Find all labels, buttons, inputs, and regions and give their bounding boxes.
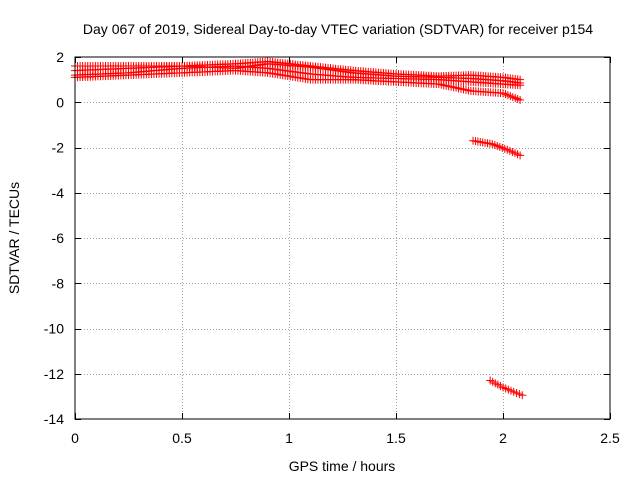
grid-lines — [75, 57, 610, 419]
series-4 — [71, 66, 525, 104]
x-tick-label: 1.5 — [386, 430, 406, 446]
y-tick-label: -8 — [52, 275, 65, 291]
y-tick-label: 2 — [56, 49, 64, 65]
y-axis-label: SDTVAR / TECUs — [6, 182, 22, 294]
x-tick-label: 1 — [285, 430, 293, 446]
y-tick-label: 0 — [56, 94, 64, 110]
y-tick-label: -2 — [52, 140, 65, 156]
data-point-marker — [516, 81, 525, 90]
x-tick-label: 2.5 — [600, 430, 620, 446]
y-tick-label: -4 — [52, 185, 65, 201]
chart-title: Day 067 of 2019, Sidereal Day-to-day VTE… — [83, 21, 593, 37]
x-tick-label: 2 — [499, 430, 507, 446]
y-tick-label: -6 — [52, 230, 65, 246]
x-tick-label: 0 — [71, 430, 79, 446]
axis-ticks: 0 0.5 1 1.5 2 2.5 2 0 -2 -4 -6 -8 -10 -12 -14 — [44, 49, 620, 446]
y-tick-label: -14 — [44, 411, 64, 427]
x-tick-label: 0.5 — [172, 430, 192, 446]
x-axis-label: GPS time / hours — [289, 458, 396, 474]
series-5 — [469, 136, 525, 160]
data-point-marker — [516, 95, 525, 104]
y-tick-label: -10 — [44, 321, 64, 337]
series-6 — [486, 376, 527, 400]
y-tick-label: -12 — [44, 366, 64, 382]
data-point-marker — [518, 391, 527, 400]
data-point-marker — [516, 151, 525, 160]
data-points — [71, 57, 527, 400]
